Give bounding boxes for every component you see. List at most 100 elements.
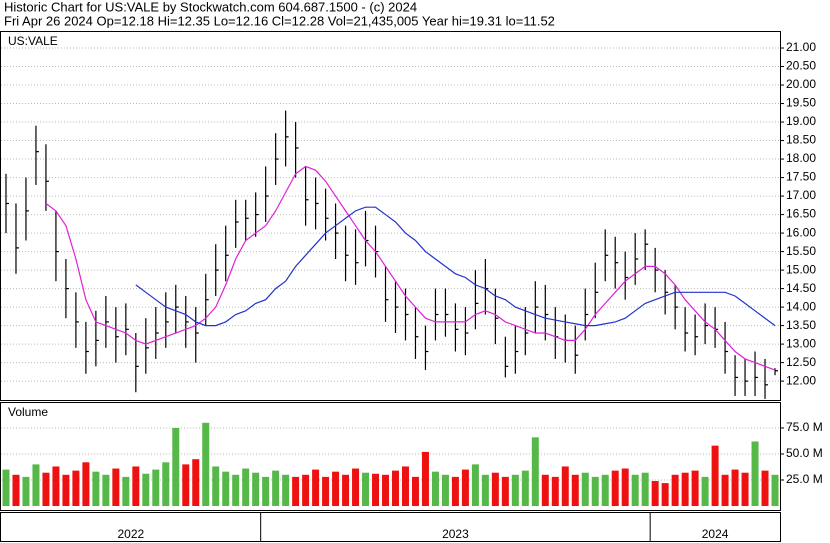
x-period-label: 2024 — [702, 527, 729, 541]
y-tick-label: 12.50 — [786, 355, 816, 369]
volume-bar — [252, 472, 260, 506]
y-tick-label: 20.00 — [786, 77, 816, 91]
volume-bar — [232, 474, 240, 506]
y-tick-label: 14.00 — [786, 299, 816, 313]
volume-bar — [122, 476, 130, 506]
volume-bar — [631, 474, 639, 506]
volume-bar — [601, 474, 609, 506]
volume-bar — [212, 466, 220, 506]
volume-panel — [0, 402, 781, 511]
volume-bar — [282, 474, 290, 506]
volume-bar — [332, 471, 340, 506]
volume-bar — [202, 422, 210, 506]
volume-bar — [531, 437, 539, 506]
volume-bar — [382, 474, 390, 506]
volume-bar — [501, 476, 509, 506]
volume-bar — [731, 469, 739, 506]
volume-bar — [242, 468, 250, 506]
volume-bar — [401, 466, 409, 506]
volume-bar — [182, 464, 190, 506]
volume-bar — [741, 472, 749, 506]
volume-bar — [82, 462, 90, 506]
chart-subtitle: Fri Apr 26 2024 Op=12.18 Hi=12.35 Lo=12.… — [4, 13, 555, 28]
volume-bar — [32, 464, 40, 506]
volume-bar — [691, 470, 699, 506]
volume-bar — [322, 476, 330, 506]
volume-bar — [511, 474, 519, 506]
volume-bar — [571, 474, 579, 506]
volume-bar — [352, 468, 360, 506]
y-tick-label: 12.00 — [786, 373, 816, 387]
volume-bar — [172, 427, 180, 506]
volume-bar — [142, 473, 150, 506]
chart-title: Historic Chart for US:VALE by Stockwatch… — [4, 0, 417, 14]
volume-bar — [62, 474, 70, 506]
volume-bar — [72, 470, 80, 506]
y2-tick-label: 75.0 M — [786, 420, 823, 434]
volume-bar — [302, 474, 310, 506]
volume-bar — [471, 464, 479, 506]
volume-bar — [411, 476, 419, 506]
volume-bar — [641, 472, 649, 506]
volume-bar — [481, 474, 489, 506]
volume-bar — [292, 476, 300, 506]
y-tick-label: 13.50 — [786, 318, 816, 332]
x-axis-panel — [0, 512, 781, 542]
volume-bar — [721, 474, 729, 506]
x-period-label: 2022 — [117, 527, 144, 541]
volume-bar — [761, 470, 769, 506]
volume-bar — [132, 466, 140, 506]
volume-bar — [2, 469, 10, 506]
volume-bar — [651, 481, 659, 506]
volume-bar — [42, 472, 50, 506]
moving-average-line — [135, 206, 776, 327]
volume-bar — [441, 474, 449, 506]
volume-bar — [591, 476, 599, 506]
x-period-label: 2023 — [442, 527, 469, 541]
y-tick-label: 20.50 — [786, 59, 816, 73]
volume-bar — [262, 476, 270, 506]
y-tick-label: 13.00 — [786, 336, 816, 350]
volume-bar — [671, 474, 679, 506]
price-panel — [0, 31, 781, 401]
y-tick-label: 15.00 — [786, 262, 816, 276]
volume-bar — [372, 473, 380, 506]
y2-tick-label: 25.0 M — [786, 472, 823, 486]
volume-bar — [461, 469, 469, 506]
volume-bar — [12, 474, 20, 506]
volume-bar — [551, 476, 559, 506]
volume-bar — [611, 470, 619, 506]
y-tick-label: 19.00 — [786, 114, 816, 128]
volume-bar — [391, 470, 399, 506]
volume-bar — [491, 472, 499, 506]
y-tick-label: 21.00 — [786, 40, 816, 54]
volume-bar — [152, 469, 160, 506]
volume-bar — [521, 470, 529, 506]
y-tick-label: 17.00 — [786, 188, 816, 202]
volume-bar — [701, 476, 709, 506]
y2-tick-label: 50.0 M — [786, 446, 823, 460]
volume-bar — [711, 445, 719, 506]
volume-bar — [102, 474, 110, 506]
volume-bar — [751, 441, 759, 506]
volume-bar — [451, 476, 459, 506]
moving-average-line — [45, 165, 776, 371]
volume-bar — [272, 470, 280, 506]
volume-bar — [541, 474, 549, 506]
volume-bar — [681, 472, 689, 506]
volume-bar — [621, 468, 629, 506]
y-tick-label: 14.50 — [786, 281, 816, 295]
y-tick-label: 17.50 — [786, 170, 816, 184]
y-tick-label: 15.50 — [786, 244, 816, 258]
volume-bar — [162, 462, 170, 506]
volume-bar — [222, 471, 230, 506]
volume-bar — [771, 474, 779, 506]
y-tick-label: 16.00 — [786, 225, 816, 239]
volume-bar — [92, 471, 100, 506]
volume-bar — [431, 471, 439, 506]
volume-bar — [52, 466, 60, 506]
volume-bar — [421, 451, 429, 506]
volume-bar — [192, 459, 200, 506]
volume-bar — [112, 468, 120, 506]
